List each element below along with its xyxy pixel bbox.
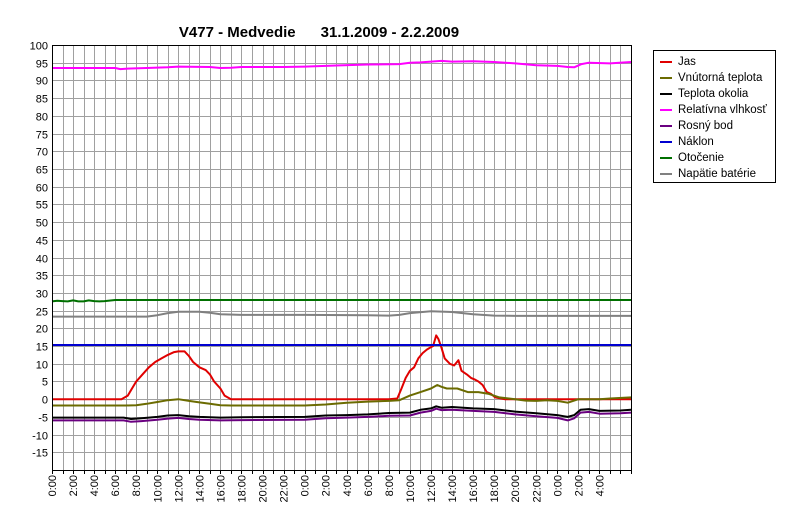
x-tick-label: 8:00	[384, 475, 396, 496]
legend-item: Jas	[660, 54, 696, 70]
legend-label: Relatívna vlhkosť	[678, 104, 767, 116]
legend: Jas Vnútorná teplota Teplota okolia Relatív…	[653, 50, 776, 183]
y-tick-label: 5	[42, 377, 48, 389]
y-tick-label: 70	[36, 147, 48, 159]
y-tick-label: 80	[36, 112, 48, 124]
y-tick-label: 20	[36, 324, 48, 336]
y-tick-label: 15	[36, 342, 48, 354]
y-tick-label: -10	[32, 431, 48, 443]
chart-title-text: V477 - Medvedie 31.1.2009 - 2.2.2009	[179, 24, 459, 41]
legend-swatch	[660, 77, 672, 79]
series-line	[52, 310, 631, 318]
y-tick-label: 60	[36, 183, 48, 195]
x-tick-label: 18:00	[236, 475, 248, 503]
legend-item: Náklon	[660, 134, 714, 150]
legend-label: Otočenie	[678, 152, 725, 164]
x-tick-label: 16:00	[215, 475, 227, 503]
legend-swatch	[660, 173, 672, 175]
y-tick-label: 30	[36, 289, 48, 301]
legend-label: Rosný bod	[678, 120, 733, 132]
legend-label: Vnútorná teplota	[678, 72, 763, 84]
x-tick-label: 22:00	[279, 475, 291, 503]
legend-label: Náklon	[678, 136, 714, 148]
x-tick-label: 6:00	[110, 475, 122, 496]
plot-frame	[52, 45, 632, 471]
legend-item: Rosný bod	[660, 118, 733, 134]
legend-swatch	[660, 109, 672, 111]
y-tick-label: 100	[30, 41, 48, 53]
legend-item: Relatívna vlhkosť	[660, 102, 767, 118]
legend-item: Vnútorná teplota	[660, 70, 762, 86]
legend-item: Napätie batérie	[660, 166, 756, 182]
x-tick-label: 8:00	[131, 475, 143, 496]
series-line	[52, 405, 632, 420]
y-tick-label: 75	[36, 130, 48, 142]
x-tick-label: 14:00	[447, 475, 459, 503]
x-tick-label: 0:00	[552, 475, 564, 496]
y-tick-label: 0	[42, 395, 48, 407]
series-line	[52, 59, 632, 71]
legend-item: Otočenie	[660, 150, 724, 166]
x-tick-label: 22:00	[531, 475, 543, 503]
y-tick-label: 65	[36, 165, 48, 177]
x-tick-label: 20:00	[510, 475, 522, 503]
x-tick-label: 2:00	[573, 475, 585, 496]
x-axis: 0:00 2:00 4:00 6:00 8:00 10:00 12:00 14:00 16:00…	[47, 470, 632, 503]
x-tick-label: 0:00	[300, 475, 312, 496]
y-tick-label: 95	[36, 59, 48, 71]
x-tick-label: 10:00	[152, 475, 164, 503]
y-tick-label: 90	[36, 76, 48, 88]
x-tick-label: 20:00	[258, 475, 270, 503]
x-tick-label: 18:00	[489, 475, 501, 503]
x-tick-label: 4:00	[594, 475, 606, 496]
y-tick-label: 50	[36, 218, 48, 230]
legend-swatch	[660, 61, 672, 63]
series-line	[52, 407, 632, 423]
chart-title: V477 - Medvedie 31.1.2009 - 2.2.2009	[179, 24, 459, 41]
legend-label: Napätie batérie	[678, 168, 756, 180]
y-tick-label: 55	[36, 200, 48, 212]
x-tick-label: 16:00	[468, 475, 480, 503]
y-axis: 1009590858075706560555045403530252015105…	[30, 41, 48, 460]
y-tick-label: -5	[38, 413, 48, 425]
y-tick-label: 10	[36, 360, 48, 372]
x-tick-label: 2:00	[68, 475, 80, 496]
legend-swatch	[660, 141, 672, 143]
x-tick-label: 0:00	[47, 475, 59, 496]
legend-item: Teplota okolia	[660, 86, 748, 102]
x-tick-label: 14:00	[194, 475, 206, 503]
series-line	[52, 334, 631, 401]
y-tick-label: 85	[36, 94, 48, 106]
y-tick-label: 40	[36, 254, 48, 266]
series-layer	[51, 59, 632, 423]
legend-swatch	[660, 157, 672, 159]
x-tick-label: 10:00	[405, 475, 417, 503]
legend-label: Jas	[678, 56, 696, 68]
x-tick-label: 4:00	[342, 475, 354, 496]
legend-swatch	[660, 125, 672, 127]
y-tick-label: -15	[32, 448, 48, 460]
x-tick-label: 2:00	[321, 475, 333, 496]
series-line	[51, 299, 631, 303]
legend-label: Teplota okolia	[678, 88, 749, 100]
x-tick-label: 4:00	[89, 475, 101, 496]
x-tick-label: 6:00	[363, 475, 375, 496]
x-tick-label: 12:00	[173, 475, 185, 503]
y-tick-label: 25	[36, 307, 48, 319]
series-line	[52, 384, 632, 407]
y-tick-label: 45	[36, 236, 48, 248]
legend-swatch	[660, 93, 672, 95]
y-tick-label: 35	[36, 271, 48, 283]
x-tick-label: 12:00	[426, 475, 438, 503]
